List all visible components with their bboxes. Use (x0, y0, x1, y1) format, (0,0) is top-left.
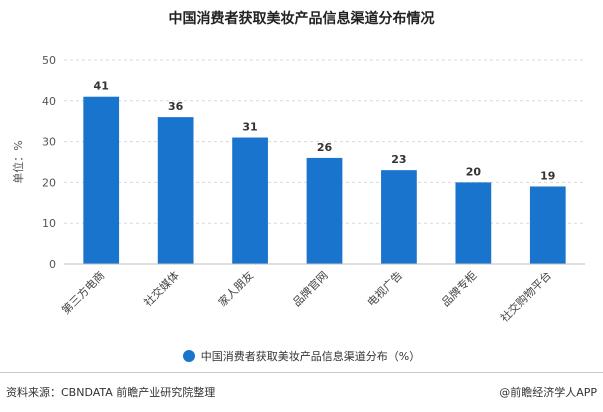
x-axis-categories: 第三方电商 社交媒体 家人朋友 品牌官网 电视广告 品牌专柜 社交购物平台 (59, 268, 554, 325)
x-category-label: 社交购物平台 (497, 268, 554, 325)
bar (157, 117, 194, 265)
bar (455, 182, 492, 264)
legend-swatch (182, 350, 195, 362)
y-tick-label: 30 (42, 136, 56, 149)
bar (306, 157, 343, 264)
legend: 中国消费者获取美妆产品信息渠道分布（%） (0, 348, 603, 364)
credit-note: @前瞻经济学人APP (499, 386, 597, 399)
y-tick-label: 50 (42, 54, 56, 67)
x-category-label: 品牌官网 (290, 268, 331, 309)
bar-chart: 0 10 20 30 40 50 单位：% 41 36 31 26 23 20 19 第三方电商 社交媒… (11, 54, 585, 325)
bar (381, 170, 417, 264)
bar (83, 96, 120, 264)
y-tick-label: 0 (49, 258, 56, 271)
data-labels: 41 36 31 26 23 20 19 (94, 80, 556, 183)
x-category-label: 电视广告 (364, 268, 405, 309)
y-tick-label: 40 (42, 95, 56, 108)
y-axis-label: 单位：% (11, 140, 25, 183)
data-label: 20 (466, 165, 482, 178)
x-category-label: 家人朋友 (215, 268, 256, 309)
bar (232, 137, 268, 264)
data-label: 31 (242, 121, 257, 134)
y-tick-label: 10 (42, 217, 56, 230)
bars (83, 96, 566, 265)
y-tick-label: 20 (42, 176, 56, 189)
footer-divider (0, 372, 603, 373)
data-label: 23 (391, 153, 406, 166)
data-label: 26 (317, 141, 333, 154)
x-category-label: 第三方电商 (59, 268, 108, 317)
source-note: 资料来源：CBNDATA 前瞻产业研究院整理 (6, 386, 216, 399)
x-category-label: 社交媒体 (141, 268, 182, 309)
data-label: 36 (168, 100, 184, 113)
y-axis-ticks: 0 10 20 30 40 50 (42, 54, 56, 271)
data-label: 41 (94, 80, 109, 93)
x-category-label: 品牌专柜 (438, 268, 479, 309)
chart-title: 中国消费者获取美妆产品信息渠道分布情况 (168, 11, 435, 27)
data-label: 19 (540, 169, 555, 182)
bar (529, 186, 566, 264)
legend-label: 中国消费者获取美妆产品信息渠道分布（%） (200, 350, 421, 363)
